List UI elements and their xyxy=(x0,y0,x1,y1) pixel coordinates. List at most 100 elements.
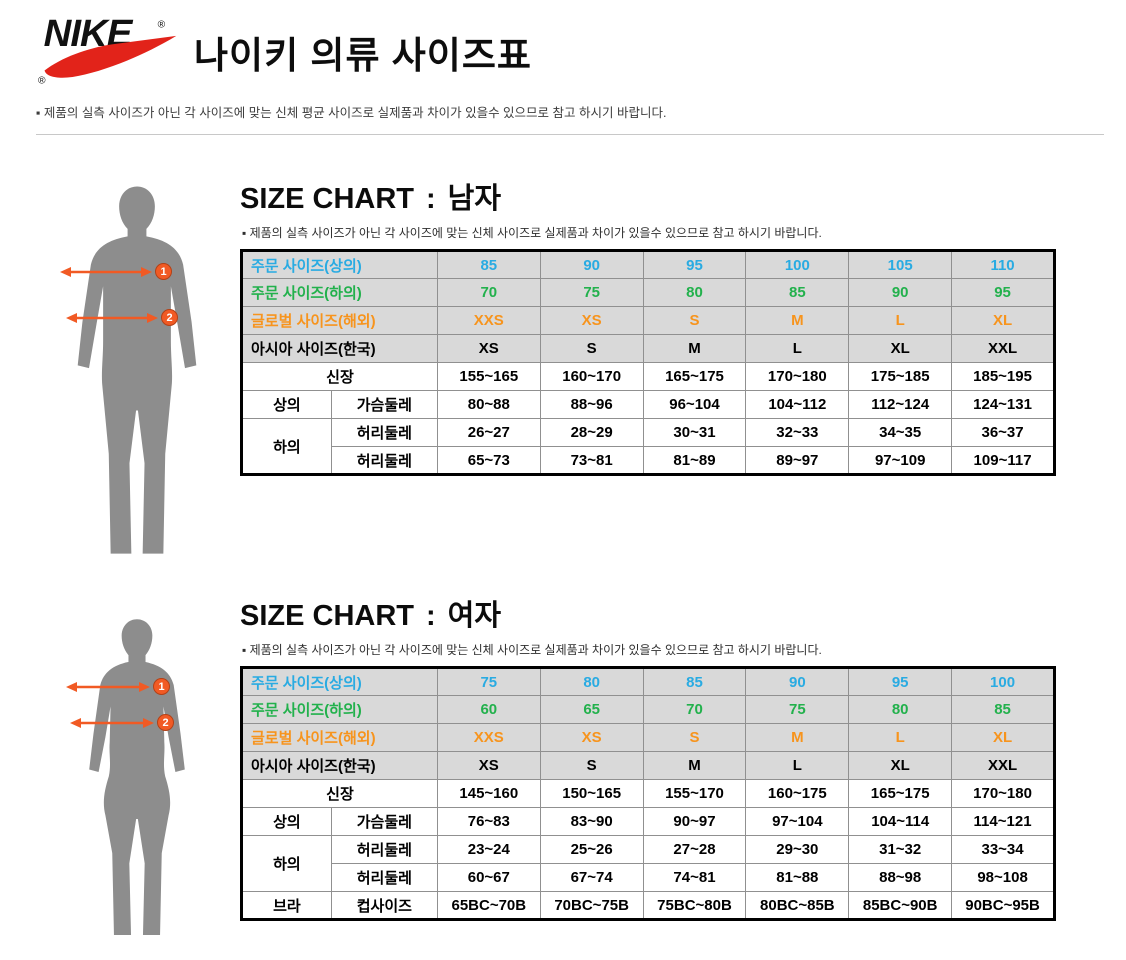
table-row: 아시아 사이즈(한국) XS S M L XL XXL xyxy=(241,334,1055,363)
size-value: 31~32 xyxy=(848,835,953,864)
size-value: M xyxy=(642,334,747,363)
nike-logo-graphic: NIKE ® ® xyxy=(38,12,177,87)
row-label: 상의 xyxy=(241,807,332,836)
size-value: M xyxy=(642,751,747,780)
row-label: 허리둘레 xyxy=(330,863,438,892)
size-value: 25~26 xyxy=(539,835,644,864)
size-value: 97~104 xyxy=(745,807,850,836)
men-figure: 1 2 xyxy=(52,175,222,567)
heading-en: SIZE CHART xyxy=(240,183,414,215)
women-section-note: ▪ 제품의 실측 사이즈가 아닌 각 사이즈에 맞는 신체 사이즈로 실제품과 … xyxy=(242,643,822,657)
page-title: 나이키 의류 사이즈표 xyxy=(194,35,532,76)
double-arrow-icon xyxy=(70,717,154,728)
size-value: 170~180 xyxy=(951,779,1055,808)
size-value: 80 xyxy=(642,278,747,307)
size-value: 85 xyxy=(436,250,541,279)
nike-logo: NIKE ® ® xyxy=(38,12,180,87)
row-label: 글로벌 사이즈(해외) xyxy=(241,723,438,752)
row-label: 허리둘레 xyxy=(330,418,438,447)
size-value: 89~97 xyxy=(745,446,850,475)
size-value: 170~180 xyxy=(745,362,850,391)
row-label: 허리둘레 xyxy=(330,835,438,864)
size-value: 150~165 xyxy=(539,779,644,808)
row-label: 가슴둘레 xyxy=(330,807,438,836)
size-value: 85 xyxy=(745,278,850,307)
row-label: 아시아 사이즈(한국) xyxy=(241,334,438,363)
table-row: 주문 사이즈(상의) 75 80 85 90 95 100 xyxy=(241,667,1055,696)
size-value: 155~165 xyxy=(436,362,541,391)
women-content: SIZE CHART: 여자 ▪ 제품의 실측 사이즈가 아닌 각 사이즈에 맞는… xyxy=(240,592,1056,960)
size-value: S xyxy=(539,751,644,780)
size-value: 95 xyxy=(642,250,747,279)
size-value: 90BC~95B xyxy=(951,891,1055,920)
size-value: 90 xyxy=(539,250,644,279)
size-value: XL xyxy=(951,723,1055,752)
women-section-heading: SIZE CHART: 여자 xyxy=(240,592,1056,634)
table-row: 허리둘레 60~67 67~74 74~81 81~88 88~98 98~108 xyxy=(242,863,1055,892)
size-value: S xyxy=(642,723,747,752)
heading-colon: : xyxy=(426,600,436,632)
size-value: 65 xyxy=(539,695,644,724)
size-value: 100 xyxy=(745,250,850,279)
size-value: 73~81 xyxy=(539,446,644,475)
size-value: XL xyxy=(848,334,953,363)
size-value: 95 xyxy=(951,278,1055,307)
double-arrow-icon xyxy=(66,681,150,692)
size-value: 110 xyxy=(951,250,1055,279)
section-men: 1 2 SIZE CHART: 남자 ▪ 제품의 실측 사이즈가 아닌 각 사이즈… xyxy=(0,175,1126,567)
table-row: 글로벌 사이즈(해외) XXS XS S M L XL xyxy=(241,306,1055,335)
row-label: 주문 사이즈(상의) xyxy=(241,250,438,279)
male-silhouette xyxy=(77,186,197,554)
size-value: 112~124 xyxy=(848,390,953,419)
size-value: 26~27 xyxy=(436,418,541,447)
size-value: 60 xyxy=(436,695,541,724)
size-value: XXS xyxy=(436,723,541,752)
chest-measure: 1 xyxy=(60,263,172,280)
size-value: 29~30 xyxy=(745,835,850,864)
women-size-table: 주문 사이즈(상의) 75 80 85 90 95 100 주문 사이즈(하의) 60 65 70 7… xyxy=(240,666,1056,921)
table-row: 주문 사이즈(하의) 60 65 70 75 80 85 xyxy=(241,695,1055,724)
female-silhouette xyxy=(89,619,185,936)
size-value: 65BC~70B xyxy=(436,891,541,920)
row-label: 상의 xyxy=(241,390,332,419)
size-value: 100 xyxy=(951,667,1055,696)
registered-mark-icon: ® xyxy=(158,20,166,31)
size-value: 90 xyxy=(848,278,953,307)
top-disclaimer: ▪ 제품의 실측 사이즈가 아닌 각 사이즈에 맞는 신체 평균 사이즈로 실제… xyxy=(36,102,1104,135)
row-label: 아시아 사이즈(한국) xyxy=(241,751,438,780)
men-section-heading: SIZE CHART: 남자 xyxy=(240,175,1056,217)
heading-gender: 여자 xyxy=(447,600,502,632)
row-label: 주문 사이즈(상의) xyxy=(241,667,438,696)
size-value: 85BC~90B xyxy=(848,891,953,920)
size-value: XXS xyxy=(436,306,541,335)
table-row: 아시아 사이즈(한국) XS S M L XL XXL xyxy=(241,751,1055,780)
size-value: 28~29 xyxy=(539,418,644,447)
size-value: M xyxy=(745,723,850,752)
size-value: XS xyxy=(436,751,541,780)
size-value: 145~160 xyxy=(436,779,541,808)
size-value: 104~112 xyxy=(745,390,850,419)
men-section-note: ▪ 제품의 실측 사이즈가 아닌 각 사이즈에 맞는 신체 사이즈로 실제품과 … xyxy=(242,226,822,240)
size-value: XL xyxy=(848,751,953,780)
row-label: 신장 xyxy=(241,362,438,391)
size-value: XS xyxy=(436,334,541,363)
size-value: 75 xyxy=(745,695,850,724)
size-value: 83~90 xyxy=(539,807,644,836)
size-value: 30~31 xyxy=(642,418,747,447)
size-value: 70 xyxy=(642,695,747,724)
size-value: 60~67 xyxy=(436,863,541,892)
row-label: 하의 xyxy=(241,835,332,892)
size-value: 75 xyxy=(436,667,541,696)
size-value: 185~195 xyxy=(951,362,1055,391)
size-value: 80~88 xyxy=(436,390,541,419)
size-value: 98~108 xyxy=(951,863,1055,892)
size-value: 33~34 xyxy=(951,835,1055,864)
size-value: 124~131 xyxy=(951,390,1055,419)
size-value: 114~121 xyxy=(951,807,1055,836)
size-value: 80 xyxy=(539,667,644,696)
size-value: 109~117 xyxy=(951,446,1055,475)
size-value: XXL xyxy=(951,751,1055,780)
size-value: 74~81 xyxy=(642,863,747,892)
measure-badge-1: 1 xyxy=(153,678,170,695)
size-value: 36~37 xyxy=(951,418,1055,447)
